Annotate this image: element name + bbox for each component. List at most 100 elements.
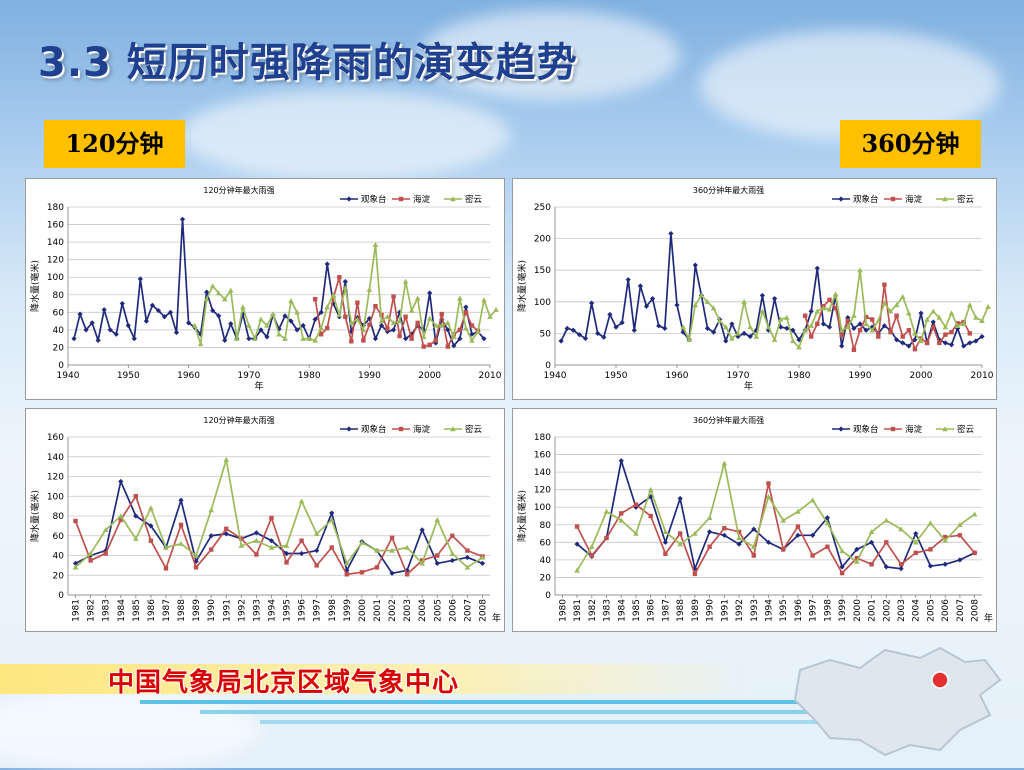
data-point xyxy=(384,313,391,319)
legend-marker xyxy=(942,196,948,202)
x-tick-label: 1995 xyxy=(283,599,293,622)
data-point xyxy=(487,313,493,319)
data-point xyxy=(957,521,963,527)
data-point xyxy=(967,331,972,336)
x-tick-label: 2004 xyxy=(418,599,428,622)
data-point xyxy=(469,337,475,343)
data-point xyxy=(208,533,214,539)
data-point xyxy=(845,324,851,330)
data-point xyxy=(839,570,845,576)
data-point xyxy=(300,322,306,329)
data-point xyxy=(869,327,875,333)
data-point xyxy=(445,344,450,349)
y-tick-label: 40 xyxy=(53,326,65,336)
data-point xyxy=(765,493,772,499)
data-point xyxy=(348,329,354,335)
x-tick-label: 1987 xyxy=(661,599,671,622)
series-海淀 xyxy=(574,481,977,577)
data-point xyxy=(103,551,108,556)
series-密云 xyxy=(680,267,991,350)
data-point xyxy=(331,296,336,301)
data-point xyxy=(319,332,324,337)
data-point xyxy=(254,552,259,557)
data-point xyxy=(360,327,367,333)
data-point xyxy=(73,518,78,524)
data-point xyxy=(863,321,869,327)
data-point xyxy=(704,325,711,331)
data-point xyxy=(113,331,119,337)
data-point xyxy=(359,570,365,575)
data-point xyxy=(633,530,639,536)
data-point xyxy=(870,317,875,322)
data-point xyxy=(419,558,425,563)
data-point xyxy=(826,306,833,312)
data-point xyxy=(820,321,826,327)
data-point xyxy=(930,308,936,314)
y-tick-label: 250 xyxy=(534,203,551,213)
series-line xyxy=(560,232,983,347)
data-point xyxy=(463,304,469,310)
data-point xyxy=(574,567,580,573)
data-point xyxy=(924,316,930,322)
data-point xyxy=(276,331,282,337)
data-point xyxy=(457,336,463,342)
data-point xyxy=(631,327,637,333)
data-point xyxy=(133,535,139,541)
data-point xyxy=(936,314,943,320)
data-point xyxy=(313,530,320,536)
x-tick-label: 1992 xyxy=(237,599,247,622)
data-point xyxy=(314,547,320,554)
data-point xyxy=(119,300,125,307)
data-point xyxy=(838,327,845,333)
data-point xyxy=(215,290,222,296)
data-point xyxy=(707,544,712,549)
data-point xyxy=(191,322,198,328)
data-point xyxy=(344,560,350,566)
x-tick-label: 1985 xyxy=(132,599,142,622)
x-tick-label: 1996 xyxy=(298,599,308,622)
data-point xyxy=(223,456,230,462)
data-point xyxy=(931,324,936,330)
y-tick-label: 120 xyxy=(47,473,64,483)
y-tick-label: 60 xyxy=(540,538,552,548)
chart-panel-360min-full: 360分钟年最大雨强 观象台 海淀 密云 0 50 100 150 200 250 降水量(毫米) 1… xyxy=(512,178,997,400)
data-point xyxy=(389,535,395,540)
y-tick-label: 160 xyxy=(47,433,64,443)
data-point xyxy=(825,544,830,549)
data-point xyxy=(721,460,728,466)
data-point xyxy=(808,308,814,314)
data-point xyxy=(802,313,808,318)
data-point xyxy=(574,524,580,529)
data-point xyxy=(942,340,948,346)
data-point xyxy=(985,304,991,310)
data-point xyxy=(252,335,258,341)
data-point xyxy=(161,314,168,320)
x-axis-label: 年 xyxy=(254,380,263,392)
data-point xyxy=(589,300,595,306)
data-point xyxy=(729,335,735,341)
y-tick-label: 20 xyxy=(540,573,552,583)
data-point xyxy=(282,335,288,341)
data-point xyxy=(967,340,973,346)
data-point xyxy=(971,511,978,517)
data-point xyxy=(854,555,860,561)
data-point xyxy=(815,321,820,327)
data-point xyxy=(790,338,796,344)
x-tick-label: 1989 xyxy=(192,599,202,622)
data-point xyxy=(163,566,169,571)
data-point xyxy=(179,216,186,222)
data-point xyxy=(948,342,955,348)
data-point xyxy=(839,343,845,349)
data-point xyxy=(900,340,906,346)
legend-marker xyxy=(838,426,844,432)
data-point xyxy=(173,329,180,336)
data-point xyxy=(469,331,475,337)
data-point xyxy=(851,325,857,331)
data-point xyxy=(942,324,949,330)
x-axis-label: 年 xyxy=(744,380,753,392)
data-point xyxy=(820,305,827,311)
data-point xyxy=(355,300,360,305)
data-point xyxy=(857,267,863,273)
data-point xyxy=(662,539,669,545)
x-tick-label: 1970 xyxy=(237,371,260,381)
